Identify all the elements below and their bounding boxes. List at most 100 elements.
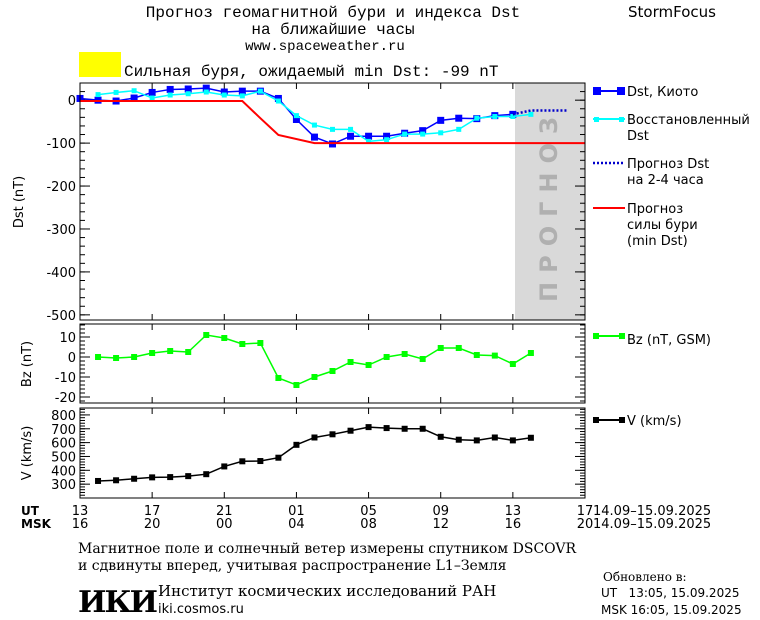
svg-text:(min Dst): (min Dst): [627, 234, 688, 249]
data-point: [491, 352, 498, 359]
updated-msk: MSK 16:05, 15.09.2025: [601, 603, 742, 617]
data-point: [456, 126, 462, 132]
data-point: [473, 437, 480, 444]
y-tick-label: -400: [46, 266, 76, 281]
data-point: [365, 132, 373, 140]
data-point: [492, 113, 498, 119]
updated-label: Обновлено в:: [603, 570, 687, 584]
site-url[interactable]: www.spaceweather.ru: [245, 39, 405, 55]
data-point: [149, 474, 156, 481]
y-tick-label: 10: [59, 331, 76, 346]
legend-storm-forecast: Прогноз силы бури (min Dst): [593, 202, 698, 249]
data-point: [509, 437, 516, 444]
data-point: [202, 84, 210, 92]
msk-tick-label: 16: [505, 517, 522, 532]
ut-tick-label: 13: [72, 504, 89, 519]
data-point: [185, 349, 192, 355]
data-point: [527, 350, 534, 356]
data-point: [420, 131, 426, 137]
y-tick-label: -10: [55, 371, 76, 386]
chart-subtitle: на ближайшие часы: [251, 21, 414, 39]
y-tick-label: -200: [46, 180, 76, 195]
data-point: [383, 354, 390, 360]
data-point: [131, 475, 138, 482]
data-point: [419, 127, 427, 135]
data-point: [275, 454, 282, 461]
data-point: [167, 92, 173, 98]
data-point: [474, 115, 480, 121]
svg-text:Восстановленный: Восстановленный: [627, 113, 750, 128]
data-point: [113, 355, 120, 361]
data-point: [274, 94, 282, 102]
data-point: [113, 89, 119, 95]
data-point: [239, 458, 246, 465]
data-point: [131, 88, 137, 94]
msk-tick-label: 20: [144, 517, 161, 532]
data-point: [365, 424, 372, 431]
data-point: [292, 115, 300, 123]
footer-note-line1: Магнитное поле и солнечный ветер измерен…: [78, 541, 577, 557]
forecast-band-label: ПРОГНОЗ: [535, 108, 563, 302]
series-line-dst-2: [512, 109, 567, 116]
institute-name: Институт космических исследований РАН: [158, 582, 496, 600]
ut-tick-label: 13: [505, 504, 522, 519]
ut-date-range: 14.09–15.09.2025: [593, 504, 711, 519]
data-point: [383, 425, 390, 432]
data-point: [438, 130, 444, 136]
data-point: [220, 88, 228, 96]
msk-tick-label: 12: [432, 517, 449, 532]
data-point: [437, 433, 444, 440]
series-line-dst-3: [80, 100, 585, 145]
y-tick-label: -300: [46, 223, 76, 238]
data-point: [366, 138, 372, 144]
data-point: [437, 116, 445, 124]
y-tick-label: -100: [46, 137, 76, 152]
data-point: [311, 434, 318, 441]
data-point: [329, 431, 336, 438]
data-point: [184, 85, 192, 93]
dst-plot-frame: [79, 82, 586, 321]
data-point: [149, 350, 156, 356]
data-point: [348, 126, 354, 132]
data-point: [401, 425, 408, 432]
data-point: [275, 98, 281, 104]
data-point: [293, 113, 299, 119]
y-tick-label: 600: [51, 437, 76, 452]
ut-tick-label: 17: [144, 504, 161, 519]
data-point: [203, 332, 210, 338]
chart-title: Прогноз геомагнитной бури и индекса Dst: [146, 4, 520, 22]
data-point: [365, 362, 372, 368]
data-point: [347, 359, 354, 365]
data-point: [528, 111, 534, 117]
data-point: [221, 92, 227, 98]
iki-logo: ИКИ: [78, 585, 157, 620]
data-point: [311, 374, 318, 380]
msk-tick-label: 04: [288, 517, 305, 532]
data-point: [455, 436, 462, 443]
svg-text:Dst: Dst: [627, 129, 649, 144]
ut-tick-label: 17: [577, 504, 594, 519]
y-tick-label: 0: [68, 351, 76, 366]
data-point: [527, 434, 534, 441]
msk-tick-label: 08: [360, 517, 377, 532]
data-point: [383, 132, 391, 140]
data-point: [167, 474, 174, 481]
v-plot-frame: [79, 407, 586, 499]
data-point: [221, 463, 228, 470]
data-point: [167, 348, 174, 354]
svg-text:Прогноз Dst: Прогноз Dst: [627, 157, 709, 172]
data-point: [185, 473, 192, 480]
data-point: [95, 477, 102, 484]
data-point: [437, 345, 444, 351]
data-point: [402, 131, 408, 137]
institute-url[interactable]: iki.cosmos.ru: [158, 602, 244, 617]
ut-tick-label: 01: [288, 504, 305, 519]
data-point: [455, 345, 462, 351]
data-point: [347, 132, 355, 140]
msk-tick-label: 16: [72, 517, 89, 532]
y-tick-label: -20: [55, 391, 76, 406]
legend-dst-kyoto: Dst, Киото: [593, 85, 698, 100]
